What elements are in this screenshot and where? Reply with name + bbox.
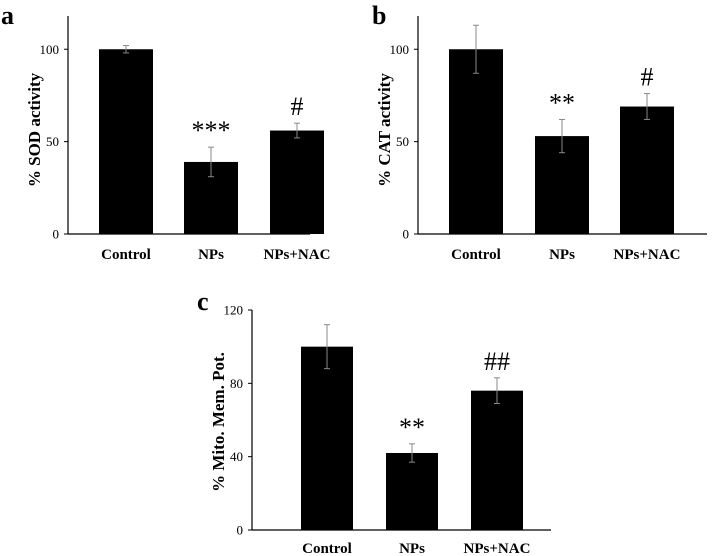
category-label-a-2: NPs+NAC [264, 247, 331, 263]
significance-label-b-2: # [641, 63, 654, 92]
bar-b-2 [620, 106, 674, 234]
bar-c-2 [471, 390, 523, 530]
error-bar-b-2 [644, 93, 650, 120]
significance-label-a-2: # [291, 92, 304, 121]
error-bar-b-1 [559, 118, 565, 154]
chart-panel-c: c % Mito. Mem. Pot. 0 40 80 120 Control ** NPs… [197, 287, 551, 556]
y-tick-label-c-2: 80 [230, 376, 243, 391]
error-bar-b-0 [473, 24, 479, 74]
bar-b-0 [449, 49, 503, 234]
y-axis-label-a: % SOD activity [25, 72, 44, 187]
chart-panel-a: a % SOD activity 0 50 100 Control *** NPs # NPs… [1, 1, 330, 263]
panel-label-c: c [197, 287, 209, 316]
panel-label-a: a [1, 1, 14, 30]
y-axis-label-c: % Mito. Mem. Pot. [209, 352, 228, 492]
error-bar-a-0 [123, 45, 129, 54]
y-tick-label-b-1: 50 [396, 134, 409, 149]
category-label-b-1: NPs [549, 247, 575, 263]
y-axis-label-b: % CAT activity [375, 73, 394, 187]
panel-label-b: b [372, 1, 386, 30]
y-tick-label-c-3: 120 [224, 303, 244, 318]
category-label-c-2: NPs+NAC [464, 541, 531, 556]
category-label-a-1: NPs [198, 247, 224, 263]
category-label-b-2: NPs+NAC [614, 247, 681, 263]
significance-label-a-1: *** [192, 116, 231, 145]
category-label-c-0: Control [302, 541, 352, 556]
significance-label-b-1: ** [549, 88, 575, 117]
significance-label-c-1: ** [399, 413, 425, 442]
category-label-c-1: NPs [399, 541, 425, 556]
error-bar-c-0 [324, 324, 330, 370]
error-bar-a-1 [208, 146, 214, 178]
y-tick-label-c-1: 40 [230, 449, 243, 464]
y-tick-label-a-2: 100 [40, 42, 60, 57]
y-tick-label-a-0: 0 [53, 227, 60, 242]
error-bar-c-1 [409, 443, 415, 463]
bar-c-0 [301, 346, 353, 530]
y-tick-label-a-1: 50 [46, 134, 59, 149]
error-bar-c-2 [494, 377, 500, 404]
category-label-b-0: Control [451, 247, 501, 263]
bar-a-2 [270, 130, 324, 234]
y-tick-label-b-0: 0 [403, 227, 410, 242]
chart-panel-b: b % CAT activity 0 50 100 Control ** NPs # NPs+… [372, 1, 707, 263]
y-tick-label-c-0: 0 [237, 523, 244, 538]
y-tick-label-b-2: 100 [390, 42, 410, 57]
significance-label-c-2: ## [484, 347, 510, 376]
error-bar-a-2 [294, 122, 300, 139]
category-label-a-0: Control [101, 247, 151, 263]
bar-c-1 [386, 453, 438, 530]
bar-a-0 [99, 49, 153, 234]
